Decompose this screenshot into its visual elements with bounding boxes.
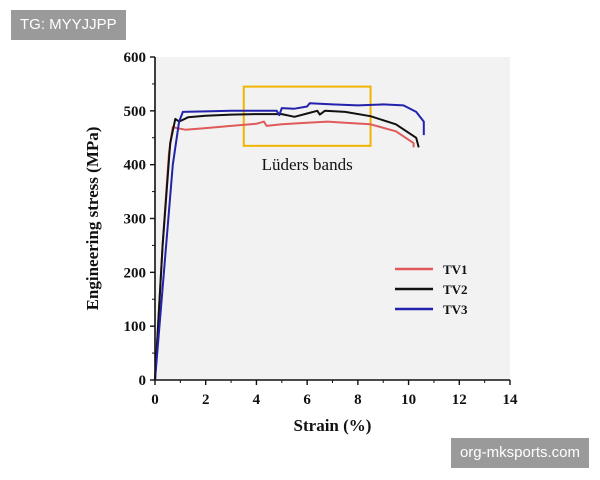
x-tick-label: 0 [151,392,159,408]
watermark-bottom: org-mksports.com [450,438,589,468]
legend-label-tv1: TV1 [443,262,468,277]
x-tick-label: 2 [202,392,210,408]
y-axis-title: Engineering stress (MPa) [83,127,102,311]
y-tick-label: 200 [124,265,147,281]
y-tick-label: 500 [124,104,147,120]
series-line-tv2 [154,109,420,381]
annotation-label: Lüders bands [262,155,353,174]
x-tick-label: 10 [401,392,416,408]
x-tick-label: 8 [354,392,362,408]
y-tick-label: 300 [124,212,147,228]
y-tick-label: 600 [124,50,147,66]
legend-label-tv2: TV2 [443,282,468,297]
x-axis-title: Strain (%) [294,416,372,435]
x-tick-label: 6 [303,392,311,408]
watermark-top: TG: MYYJJPP [11,10,126,40]
plot-area [155,57,510,380]
legend-label-tv3: TV3 [443,302,468,317]
x-tick-label: 14 [503,392,519,408]
y-tick-label: 0 [139,373,147,389]
series-line-tv3 [154,102,425,381]
x-tick-label: 12 [452,392,467,408]
y-tick-label: 400 [124,158,147,174]
y-tick-label: 100 [124,319,147,335]
x-tick-label: 4 [253,392,261,408]
